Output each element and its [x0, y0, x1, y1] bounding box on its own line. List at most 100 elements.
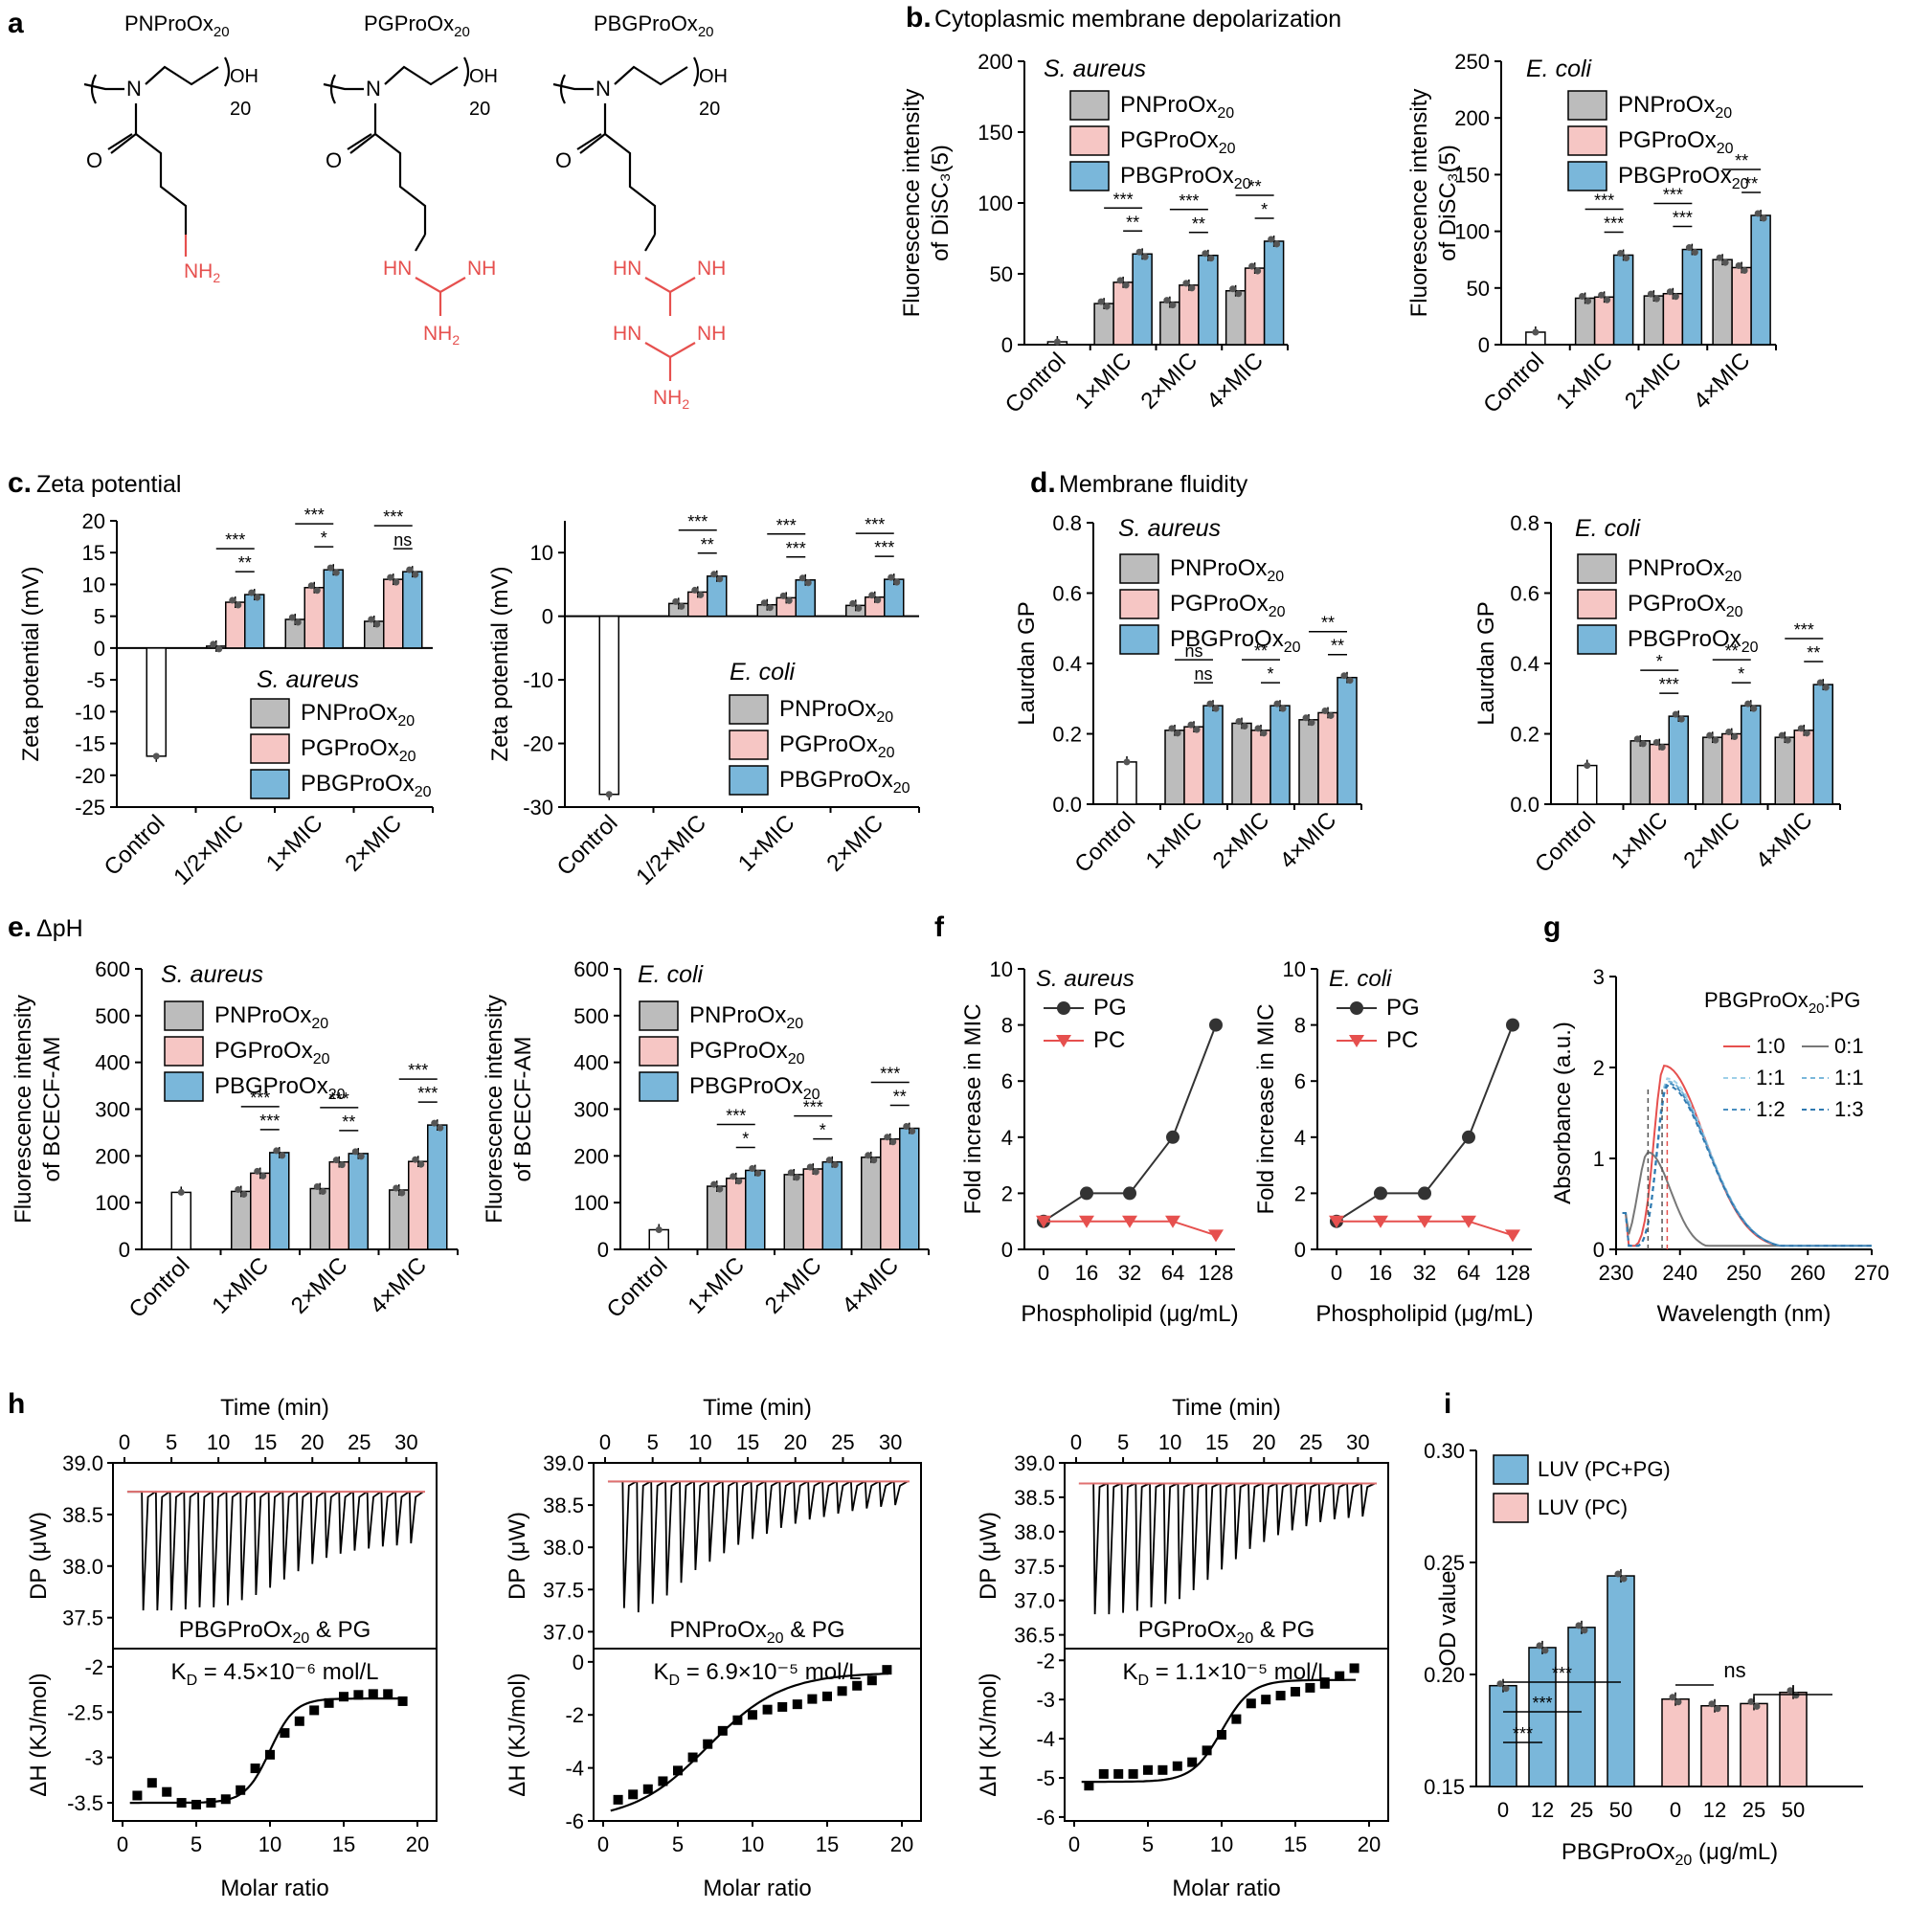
x-axis-label: Molar ratio: [220, 1876, 328, 1901]
data-point: [1261, 1695, 1271, 1705]
bar-pg: [328, 1160, 349, 1250]
atom-label: O: [326, 148, 342, 172]
panel-label: h: [8, 1388, 25, 1420]
legend-label: 1:0: [1756, 1034, 1786, 1058]
legend-swatch: [1567, 90, 1607, 121]
data-point: [1753, 1702, 1761, 1710]
chart-f2: 0 2 4 6 8 10 0 16 32 64 128 Fold increase in MIC Pho…: [1253, 957, 1534, 1327]
data-point: [383, 1689, 393, 1699]
significance-label: **: [1331, 637, 1344, 656]
data-point: [888, 573, 895, 581]
data-point: [1652, 739, 1660, 747]
legend-subscript: 20: [1724, 569, 1741, 585]
data-point: [191, 1799, 201, 1809]
significance-label: ***: [1179, 191, 1199, 211]
y-tick-label: 37.0: [1014, 1589, 1055, 1613]
y-tick-label: -6: [1036, 1806, 1055, 1830]
legend-label: PBGProOx20: [1628, 626, 1759, 656]
data-point: [792, 1699, 802, 1710]
bar-pcpg: [1489, 1684, 1517, 1787]
y-tick-label: 0.4: [1510, 652, 1539, 676]
data-point: [406, 566, 414, 573]
y-axis-label: DP (μW): [505, 1512, 530, 1600]
data-point: [1241, 722, 1248, 730]
data-point: [1741, 266, 1748, 274]
x-tick-label: 20: [890, 1832, 913, 1856]
data-point-PC: [1373, 1215, 1388, 1228]
legend-label: PGProOx20: [1170, 591, 1286, 620]
bar-pn: [1629, 740, 1651, 805]
x-tick-label: 0: [119, 1430, 130, 1454]
y-tick-label: 4: [1001, 1126, 1013, 1150]
x-tick-label: 20: [784, 1430, 807, 1454]
y-tick-label: -4: [1036, 1727, 1055, 1751]
x-tick-label: 128: [1199, 1261, 1234, 1285]
data-point: [1143, 1764, 1153, 1775]
data-point: [1496, 1680, 1504, 1688]
data-point: [1672, 710, 1679, 718]
data-point: [762, 1704, 773, 1715]
data-point: [777, 1701, 788, 1712]
significance-label: ***: [1532, 1694, 1552, 1713]
legend-label: PGProOx20: [1618, 127, 1734, 157]
bar-pc: [1779, 1691, 1808, 1787]
data-point: [294, 618, 302, 626]
data-point: [1502, 1685, 1510, 1693]
x-tick-label: 2×MIC: [1620, 348, 1687, 415]
significance-bar: [1675, 1684, 1832, 1702]
y-axis-label: ΔH (KJ/mol): [505, 1673, 530, 1796]
legend-label: PNProOx20: [1170, 555, 1284, 585]
subscript: 20: [213, 24, 230, 40]
y-tick-label: 0.20: [1424, 1663, 1465, 1687]
legend-label: LUV (PC+PG): [1538, 1457, 1671, 1481]
bar-pbg: [1202, 705, 1224, 805]
y-tick-label: 0: [119, 1238, 130, 1262]
data-point: [1604, 296, 1611, 303]
data-point: [210, 640, 217, 648]
data-point: [412, 1156, 419, 1163]
bar-pn: [1574, 297, 1596, 346]
y-tick-label: 50: [1467, 277, 1490, 301]
data-point: [1321, 707, 1329, 714]
data-point: [766, 604, 774, 612]
x-tick-label: 2×MIC: [760, 1252, 827, 1319]
x-axis-label: Wavelength (nm): [1657, 1301, 1831, 1327]
x-tick-label: 10: [1158, 1430, 1181, 1454]
bar-pbg: [323, 569, 344, 649]
legend-label: PNProOx20: [689, 1002, 803, 1032]
bar-pg: [383, 578, 404, 649]
data-point: [1135, 248, 1143, 256]
significance-label: ns: [1194, 664, 1212, 684]
y-tick-label: 0: [1478, 333, 1490, 357]
y-axis-label: OD value: [1435, 1570, 1461, 1666]
structure-name: PNProOx20: [124, 11, 230, 40]
bar-pbg: [1681, 248, 1703, 346]
x-tick-label: 10: [688, 1430, 711, 1454]
legend-label: PNProOx20: [1120, 92, 1234, 122]
data-point: [313, 587, 321, 595]
x-tick-label: 25: [1570, 1798, 1593, 1822]
data-point: [1235, 290, 1243, 298]
data-point: [710, 571, 718, 578]
x-tick-label: 15: [332, 1832, 355, 1856]
bar-pn: [231, 1190, 252, 1250]
legend-swatch: [1493, 1454, 1529, 1485]
y-tick-label: 0: [1294, 1238, 1306, 1262]
bar-pbg: [1750, 214, 1771, 346]
data-point: [1754, 210, 1762, 217]
y-tick-label: 4: [1294, 1126, 1306, 1150]
significance-label: ***: [786, 539, 806, 558]
caption-suffix: & PG: [784, 1617, 845, 1643]
data-point: [1291, 1687, 1300, 1696]
data-point-PG: [1209, 1018, 1223, 1032]
legend-subscript: 20: [313, 1051, 330, 1067]
atom-label: NH: [697, 323, 726, 345]
y-axis-label: Fluorescence intensity: [1406, 89, 1432, 318]
significance-label: ***: [687, 512, 708, 531]
data-point: [1716, 254, 1723, 261]
data-point: [1647, 290, 1654, 298]
y-tick-label: 0.15: [1424, 1775, 1465, 1799]
significance-label: ns: [1184, 641, 1202, 661]
x-tick-label: 2×MIC: [821, 810, 888, 877]
panel-label: e.: [8, 911, 32, 943]
